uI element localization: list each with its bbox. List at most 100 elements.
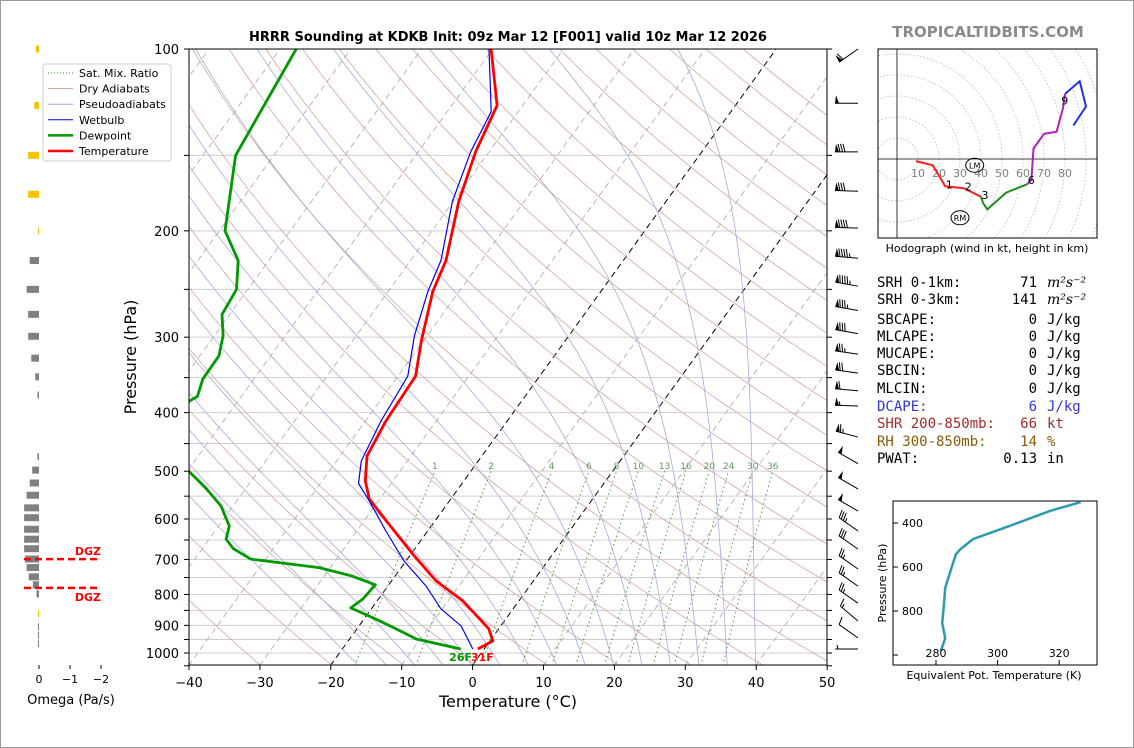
index-label: MUCAPE: bbox=[877, 346, 937, 362]
theta-e-y-tick-label: 400 bbox=[902, 517, 923, 530]
mixing-ratio-label: 6 bbox=[586, 462, 592, 472]
index-unit: kt bbox=[1047, 416, 1064, 432]
theta-e-frame bbox=[892, 500, 1098, 666]
hodograph-ring-label: 70 bbox=[1037, 167, 1051, 180]
wind-barb bbox=[838, 547, 859, 570]
mixing-ratio-line bbox=[521, 471, 590, 665]
index-row: MLCAPE: 0 J/kg bbox=[877, 328, 1097, 346]
mixing-ratio-line bbox=[575, 471, 639, 665]
dry-adiabat bbox=[189, 164, 764, 665]
y-tick-label: 200 bbox=[154, 225, 179, 240]
pseudoadiabat bbox=[189, 392, 444, 665]
mixing-ratio-label: 4 bbox=[549, 462, 555, 472]
storm-motion-label: RM bbox=[954, 214, 967, 223]
dry-adiabat bbox=[449, 49, 827, 368]
omega-bar bbox=[32, 466, 39, 474]
index-label: MLCAPE: bbox=[877, 329, 937, 345]
storm-motion-label: LM bbox=[969, 161, 980, 170]
omega-tick-label: −1 bbox=[62, 673, 78, 686]
omega-bar bbox=[38, 640, 39, 648]
pseudoadiabat bbox=[195, 49, 615, 665]
dry-adiabat bbox=[522, 49, 827, 301]
mixing-ratio-line bbox=[551, 471, 617, 665]
mixing-ratio-line bbox=[652, 471, 710, 665]
dry-adiabat bbox=[302, 49, 827, 508]
theta-e-x-tick-label: 320 bbox=[1049, 647, 1070, 660]
hodograph-ring-label: 60 bbox=[1016, 167, 1030, 180]
omega-bar bbox=[38, 631, 39, 639]
dry-adiabat bbox=[412, 49, 827, 402]
index-row: SHR 200-850mb: 66 kt bbox=[877, 415, 1097, 433]
index-value: 14 bbox=[1020, 434, 1037, 450]
index-value: 0 bbox=[1028, 329, 1037, 345]
x-tick-label: 40 bbox=[748, 676, 765, 691]
hodograph-ring-label: 80 bbox=[1058, 167, 1072, 180]
index-label: DCAPE: bbox=[877, 399, 928, 415]
omega-bar bbox=[24, 504, 39, 512]
index-value: 71 bbox=[1020, 275, 1037, 291]
omega-bar bbox=[28, 573, 39, 581]
wind-barb bbox=[838, 582, 859, 604]
dry-adiabat bbox=[189, 534, 333, 665]
isotherm bbox=[189, 49, 493, 470]
index-value: 141 bbox=[1011, 292, 1037, 308]
wind-barb bbox=[834, 219, 859, 229]
index-row: DCAPE: 6 J/kg bbox=[877, 398, 1097, 416]
wind-barb bbox=[835, 248, 859, 259]
pseudoadiabat bbox=[429, 49, 700, 665]
storm-motion-marker bbox=[965, 157, 985, 173]
pseudoadiabat bbox=[189, 352, 472, 665]
omega-tick-label: −2 bbox=[93, 673, 109, 686]
x-tick-label: 50 bbox=[819, 676, 836, 691]
index-label: PWAT: bbox=[877, 451, 920, 467]
pseudoadiabat bbox=[677, 49, 756, 665]
isotherm bbox=[189, 49, 281, 176]
dry-adiabat bbox=[265, 49, 827, 545]
wind-barb bbox=[839, 598, 859, 622]
dry-adiabat bbox=[192, 49, 827, 622]
index-label: SRH 0-1km: bbox=[877, 275, 962, 291]
omega-bar bbox=[25, 555, 39, 563]
pseudoadiabat bbox=[189, 463, 387, 665]
dry-adiabat bbox=[189, 599, 261, 665]
index-label: MLCIN: bbox=[877, 381, 928, 397]
wind-barb bbox=[835, 321, 859, 335]
theta-e-y-label: Pressure (hPa) bbox=[876, 544, 889, 623]
highlight-isotherm bbox=[471, 173, 827, 665]
hodograph-segment bbox=[980, 183, 1028, 211]
omega-bar bbox=[37, 453, 39, 461]
pseudoadiabat bbox=[189, 255, 529, 665]
legend-label: Temperature bbox=[78, 145, 149, 158]
omega-bar bbox=[24, 545, 39, 553]
theta-e-x-tick-label: 300 bbox=[987, 647, 1008, 660]
hodograph-segment bbox=[1064, 79, 1088, 126]
mixing-ratio-label: 1 bbox=[432, 462, 438, 472]
index-value: 6 bbox=[1028, 399, 1037, 415]
pseudoadiabat bbox=[189, 123, 586, 665]
wind-barb bbox=[835, 298, 859, 312]
wind-barb bbox=[835, 380, 859, 392]
watermark: TROPICALTIDBITS.COM bbox=[892, 23, 1084, 41]
mixing-ratio-line bbox=[354, 471, 436, 665]
omega-bar bbox=[31, 354, 39, 362]
wind-barb bbox=[834, 182, 859, 192]
x-axis-label: Temperature (°C) bbox=[438, 692, 577, 711]
omega-bar bbox=[35, 45, 39, 53]
index-row: SBCAPE: 0 J/kg bbox=[877, 311, 1097, 329]
index-label: SBCAPE: bbox=[877, 312, 937, 328]
index-unit: m²s⁻² bbox=[1047, 275, 1087, 291]
legend-box bbox=[42, 63, 172, 162]
index-label: SBCIN: bbox=[877, 363, 928, 379]
mixing-ratio-label: 10 bbox=[633, 462, 645, 472]
mixing-ratio-label: 8 bbox=[614, 462, 620, 472]
index-label: SHR 200-850mb: bbox=[877, 416, 996, 432]
wind-barb bbox=[838, 528, 859, 550]
wind-barb bbox=[835, 274, 859, 287]
dry-adiabat bbox=[189, 347, 549, 665]
dry-adiabat bbox=[485, 49, 827, 334]
pseudoadiabat bbox=[256, 49, 643, 665]
omega-bar bbox=[28, 332, 39, 340]
index-unit: J/kg bbox=[1047, 381, 1081, 397]
y-tick-label: 900 bbox=[154, 619, 179, 634]
index-unit: J/kg bbox=[1047, 329, 1081, 345]
